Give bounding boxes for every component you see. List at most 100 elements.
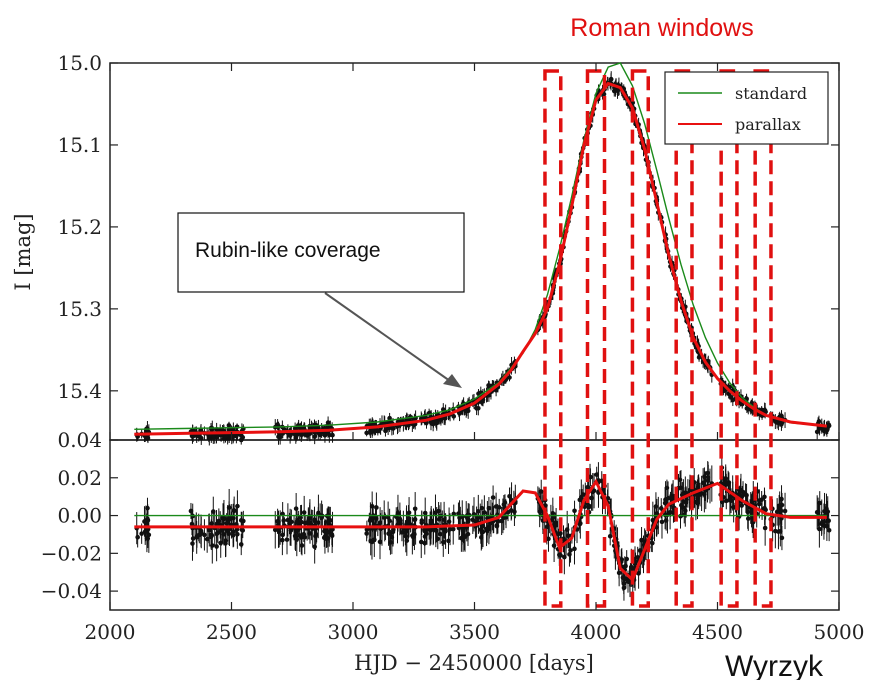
data-point-bottom [142, 519, 147, 524]
data-point-bottom [240, 528, 246, 533]
data-point-bottom [428, 519, 434, 525]
data-point-bottom [218, 540, 224, 546]
legend-parallax-label: parallax [735, 115, 801, 134]
data-point-bottom [325, 519, 331, 525]
data-point-bottom [285, 517, 291, 523]
credit-text: Wyrzyk [725, 650, 824, 680]
data-point-bottom [190, 541, 195, 546]
data-point-bottom [723, 498, 729, 504]
data-point-bottom [546, 536, 551, 542]
data-point-bottom [440, 539, 446, 545]
data-point-bottom [494, 523, 500, 529]
data-point-top [696, 355, 702, 360]
data-point-bottom [562, 554, 567, 560]
data-point-bottom [406, 516, 412, 521]
data-point-top [762, 408, 768, 413]
data-point-top [276, 434, 281, 440]
data-point-bottom [368, 538, 374, 544]
y-tick-label-bottom: 0.02 [57, 466, 102, 490]
data-point-bottom [399, 530, 405, 535]
data-point-bottom [572, 546, 577, 552]
data-point-bottom [312, 544, 317, 550]
data-point-bottom [476, 508, 481, 514]
data-point-bottom [418, 539, 424, 545]
x-tick-label: 5000 [814, 620, 865, 644]
data-point-bottom [512, 509, 517, 515]
x-tick-label: 3500 [449, 620, 500, 644]
data-point-bottom [819, 519, 825, 525]
data-point-bottom [564, 527, 570, 532]
data-point-bottom [280, 537, 285, 543]
x-tick-label: 2000 [85, 620, 136, 644]
data-point-bottom [435, 536, 441, 542]
roman-window-2 [585, 69, 607, 608]
data-point-bottom [377, 539, 383, 545]
data-point-bottom [216, 518, 222, 524]
data-point-top [234, 424, 240, 430]
data-point-top [210, 435, 216, 440]
y-tick-label-bottom: −0.02 [41, 541, 102, 565]
data-point-bottom [238, 542, 244, 547]
data-point-bottom [580, 492, 586, 497]
data-point-bottom [422, 527, 427, 533]
data-point-bottom [231, 508, 237, 513]
data-point-bottom [294, 519, 300, 524]
data-point-bottom [567, 552, 572, 557]
data-point-bottom [778, 508, 784, 514]
data-point-bottom [299, 543, 305, 548]
data-point-top [774, 420, 780, 425]
data-point-bottom [625, 579, 631, 584]
data-point-bottom [214, 521, 219, 527]
data-point-bottom [682, 508, 688, 514]
data-point-bottom [507, 493, 512, 499]
y-tick-label-bottom: −0.04 [41, 579, 102, 603]
annotation-text: Rubin-like coverage [195, 239, 381, 262]
roman-window-5 [719, 69, 739, 608]
series-line-top-parallax [134, 81, 827, 436]
data-point-bottom [499, 518, 504, 524]
data-point-bottom [659, 519, 665, 525]
data-point-bottom [667, 510, 673, 515]
data-point-bottom [307, 514, 313, 519]
data-point-top [223, 434, 228, 439]
data-point-bottom [230, 533, 236, 538]
data-point-bottom [620, 575, 626, 580]
legend-box [664, 71, 829, 145]
data-point-bottom [450, 526, 456, 532]
rubin-annotation: Rubin-like coverage [177, 212, 465, 388]
data-point-bottom [460, 528, 466, 533]
data-point-bottom [436, 517, 442, 522]
data-point-bottom [319, 515, 324, 521]
data-point-bottom [743, 492, 748, 497]
data-point-top [476, 405, 481, 411]
data-point-bottom [665, 495, 671, 501]
data-point-bottom [616, 570, 622, 576]
chart-title: Roman windows [570, 14, 753, 42]
x-tick-label: 4000 [571, 620, 622, 644]
data-point-bottom [719, 499, 725, 505]
data-point-bottom [745, 516, 751, 521]
data-point-bottom [297, 533, 303, 538]
data-point-bottom [779, 535, 785, 541]
data-point-top [330, 432, 335, 438]
annotation-arrow-head [443, 374, 462, 388]
data-point-bottom [588, 474, 593, 480]
data-point-bottom [826, 527, 832, 533]
data-point-top [367, 430, 373, 435]
data-point-bottom [553, 522, 559, 528]
data-point-bottom [374, 505, 379, 510]
annotation-arrow-line [324, 292, 451, 382]
data-point-bottom [381, 515, 387, 520]
data-point-bottom [390, 529, 396, 535]
data-point-bottom [558, 553, 563, 558]
data-point-bottom [501, 502, 507, 507]
data-point-bottom [387, 531, 392, 537]
data-point-bottom [139, 531, 144, 536]
data-point-bottom [462, 534, 468, 540]
y-tick-label-bottom: 0.00 [57, 504, 102, 528]
legend: standard parallax [664, 71, 829, 145]
data-point-bottom [623, 563, 628, 569]
data-point-top [814, 429, 820, 435]
top-panel-marks [134, 62, 832, 446]
